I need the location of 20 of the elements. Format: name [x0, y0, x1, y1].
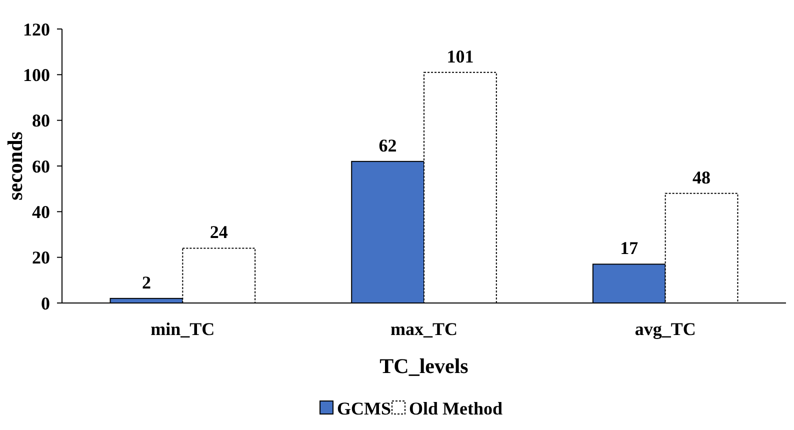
x-axis-title: TC_levels	[380, 354, 468, 378]
data-label: 62	[378, 135, 397, 156]
legend-label: Old Method	[409, 398, 503, 418]
data-label: 48	[692, 167, 711, 188]
y-tick-label: 120	[23, 19, 50, 40]
y-tick-label: 100	[23, 64, 50, 85]
y-tick-label: 0	[41, 293, 50, 314]
data-label: 101	[446, 46, 474, 66]
y-tick-label: 40	[32, 202, 50, 222]
data-label: 2	[142, 272, 151, 292]
y-tick-label: 20	[32, 248, 50, 268]
y-tick-label: 60	[32, 156, 50, 176]
y-tick-label: 80	[32, 110, 50, 131]
legend-label: GCMS	[337, 398, 391, 418]
x-tick-label: avg_TC	[634, 319, 696, 339]
data-label: 24	[210, 222, 228, 242]
data-label: 17	[620, 238, 638, 258]
y-axis-title: seconds	[3, 132, 27, 200]
x-tick-label: max_TC	[390, 319, 458, 339]
x-tick-label: min_TC	[150, 319, 215, 339]
